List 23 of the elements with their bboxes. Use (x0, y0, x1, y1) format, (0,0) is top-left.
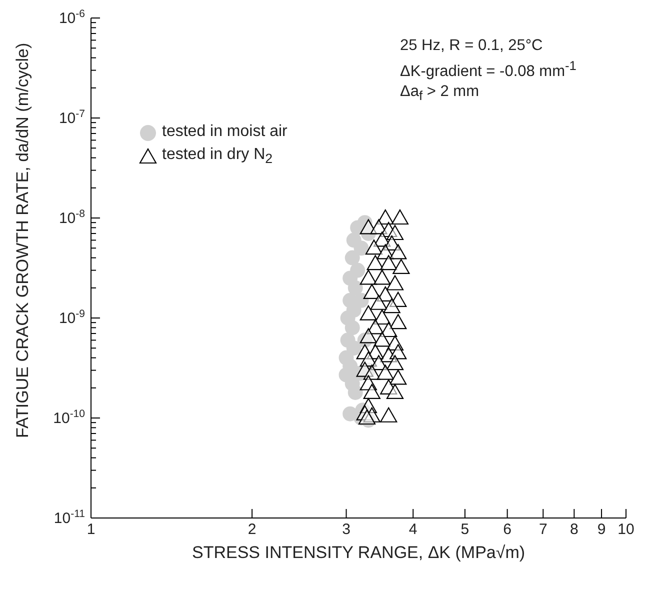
x-tick-label: 5 (460, 521, 470, 538)
y-tick-label: 10$^{-10}$ (53, 408, 86, 427)
x-tick-label: 8 (570, 521, 578, 538)
y-tick-label: 10$^{-7}$ (58, 108, 86, 127)
annotation: Δa$_{f}$ > 2 mm (400, 82, 480, 106)
x-tick-label: 2 (248, 521, 256, 538)
x-tick-label: 4 (408, 521, 418, 538)
legend-label: tested in dry N$_{2}$ (162, 146, 273, 166)
x-tick-label: 1 (86, 521, 96, 538)
y-axis-title: FATIGUE CRACK GROWTH RATE, da/dN (m/cycle) (13, 42, 32, 438)
x-axis-title: STRESS INTENSITY RANGE, ΔK (MPa√m) (192, 543, 526, 562)
annotation: 25 Hz, R = 0.1, 25°C (400, 36, 544, 56)
y-tick-label: 10$^{-6}$ (58, 8, 86, 27)
y-tick-label: 10$^{-11}$ (54, 508, 86, 527)
y-tick-label: 10$^{-9}$ (58, 308, 86, 327)
annotation: ΔK-gradient = -0.08 mm$^{-1}$ (400, 57, 576, 82)
x-tick-label: 6 (503, 521, 512, 538)
x-tick-label: 10 (618, 521, 634, 538)
x-tick-label: 3 (342, 521, 350, 538)
x-tick-label: 7 (538, 521, 548, 538)
legend-label: tested in moist air (162, 123, 288, 141)
y-tick-label: 10$^{-8}$ (58, 208, 86, 227)
x-tick-label: 9 (597, 521, 606, 538)
